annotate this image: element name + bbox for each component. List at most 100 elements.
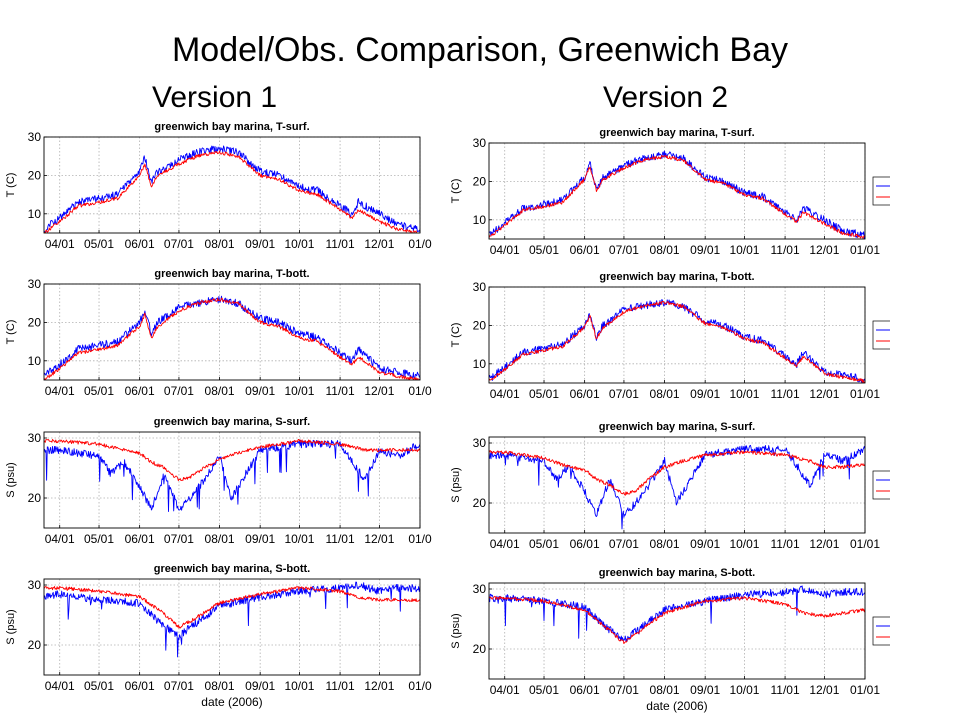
plot-frame <box>488 286 866 384</box>
x-tick-label: 11/01 <box>326 679 355 693</box>
x-tick-label: 05/01 <box>84 384 114 398</box>
x-tick-label: 08/01 <box>650 243 680 257</box>
x-tick-label: 12/01 <box>809 683 839 697</box>
series-line-model <box>44 297 420 380</box>
x-tick-label: 09/01 <box>690 537 720 551</box>
y-tick-label: 20 <box>28 638 42 652</box>
y-tick-label: 30 <box>28 431 42 445</box>
x-tick-label: 07/01 <box>164 237 194 251</box>
y-tick-label: 20 <box>28 315 42 329</box>
version-2-heading: Version 2 <box>603 81 729 114</box>
series-line-model <box>489 154 865 239</box>
legend-box <box>872 320 890 350</box>
y-tick-label: 30 <box>473 436 487 450</box>
legend: obsmodel <box>872 470 890 500</box>
y-tick-label: 20 <box>473 318 487 332</box>
y-tick-label: 30 <box>473 280 487 294</box>
x-tick-label: 04/01 <box>490 683 520 697</box>
plot-frame <box>43 431 421 529</box>
x-tick-label: 07/01 <box>164 679 194 693</box>
series-line-model <box>44 585 420 629</box>
plot-area <box>44 579 420 675</box>
series-line-obs <box>489 444 865 530</box>
chart-title: greenwich bay marina, T-surf. <box>599 127 754 139</box>
x-tick-label: 11/01 <box>771 387 800 401</box>
chart-title: greenwich bay marina, S-bott. <box>599 567 755 579</box>
version-1-heading: Version 1 <box>152 81 278 114</box>
x-tick-label: 04/01 <box>490 243 520 257</box>
x-tick-label: 06/01 <box>125 532 155 546</box>
chart-v2-tbott: greenwich bay marina, T-bott. T (C) 04/01 0… <box>450 271 890 401</box>
y-axis-label: T (C) <box>5 320 17 345</box>
y-tick-label: 30 <box>473 582 487 596</box>
chart-v1-ssurf: greenwich bay marina, S-surf. S (psu) 04/0… <box>5 416 432 546</box>
x-tick-label: 01/0 <box>408 237 432 251</box>
series-line-obs <box>489 299 865 383</box>
x-tick-label: 01/0 <box>408 679 432 693</box>
x-tick-label: 08/01 <box>205 679 235 693</box>
y-tick-label: 20 <box>28 491 42 505</box>
x-tick-label: 12/01 <box>809 243 839 257</box>
y-tick-label: 10 <box>473 213 487 227</box>
x-axis-label: date (2006) <box>646 699 707 713</box>
page-title: Model/Obs. Comparison, Greenwich Bay <box>171 31 789 69</box>
chart-v1-sbott: greenwich bay marina, S-bott. S (psu) 04/0… <box>5 563 432 709</box>
plot-area <box>44 137 420 233</box>
y-tick-label: 30 <box>28 578 42 592</box>
x-tick-label: 11/01 <box>771 243 800 257</box>
x-tick-label: 06/01 <box>570 683 600 697</box>
x-tick-label: 10/01 <box>729 683 759 697</box>
series-line-model <box>489 450 865 496</box>
y-axis-label: T (C) <box>450 323 462 348</box>
x-tick-label: 10/01 <box>729 243 759 257</box>
chart-title: greenwich bay marina, S-surf. <box>599 421 756 433</box>
x-tick-label: 09/01 <box>245 237 275 251</box>
y-tick-label: 30 <box>473 136 487 150</box>
x-tick-label: 07/01 <box>609 683 639 697</box>
series-line-obs <box>44 145 420 233</box>
x-tick-label: 12/01 <box>809 387 839 401</box>
x-tick-label: 07/01 <box>164 384 194 398</box>
chart-title: greenwich bay marina, S-surf. <box>154 416 311 428</box>
y-tick-label: 20 <box>28 168 42 182</box>
x-tick-label: 12/01 <box>364 679 394 693</box>
y-tick-label: 30 <box>28 277 42 291</box>
x-tick-label: 12/01 <box>364 384 394 398</box>
plot-area <box>44 432 420 528</box>
x-tick-label: 11/01 <box>326 237 355 251</box>
x-tick-label: 06/01 <box>570 387 600 401</box>
x-tick-label: 05/01 <box>529 387 559 401</box>
x-tick-label: 08/01 <box>205 384 235 398</box>
x-tick-label: 05/01 <box>529 243 559 257</box>
chart-title: greenwich bay marina, T-surf. <box>154 121 309 133</box>
x-tick-label: 12/01 <box>809 537 839 551</box>
plot-frame <box>488 582 866 680</box>
y-axis-label: S (psu) <box>450 467 462 502</box>
x-tick-label: 10/01 <box>729 537 759 551</box>
chart-title: greenwich bay marina, T-bott. <box>154 268 309 280</box>
y-tick-label: 20 <box>473 496 487 510</box>
x-tick-label: 06/01 <box>570 537 600 551</box>
x-tick-label: 11/01 <box>771 537 800 551</box>
x-tick-label: 08/01 <box>650 387 680 401</box>
x-tick-label: 09/01 <box>690 683 720 697</box>
chart-v1-tbott: greenwich bay marina, T-bott. T (C) 04/01 0… <box>5 268 432 398</box>
x-tick-label: 06/01 <box>125 679 155 693</box>
series-line-model <box>489 300 865 383</box>
plot-area <box>489 583 865 679</box>
x-tick-label: 10/01 <box>729 387 759 401</box>
x-tick-label: 01/0 <box>408 384 432 398</box>
chart-v2-ssurf: greenwich bay marina, S-surf. S (psu) 04/0… <box>450 421 890 551</box>
x-tick-label: 09/01 <box>245 384 275 398</box>
x-tick-label: 01/01 <box>850 387 880 401</box>
y-axis-label: T (C) <box>5 173 17 198</box>
x-tick-label: 08/01 <box>650 537 680 551</box>
y-tick-label: 20 <box>473 174 487 188</box>
plot-area <box>489 287 865 383</box>
x-tick-label: 07/01 <box>609 387 639 401</box>
y-axis-label: T (C) <box>450 179 462 204</box>
plot-frame <box>43 283 421 381</box>
y-axis-label: S (psu) <box>5 609 17 644</box>
x-tick-label: 09/01 <box>245 532 275 546</box>
x-tick-label: 09/01 <box>690 387 720 401</box>
